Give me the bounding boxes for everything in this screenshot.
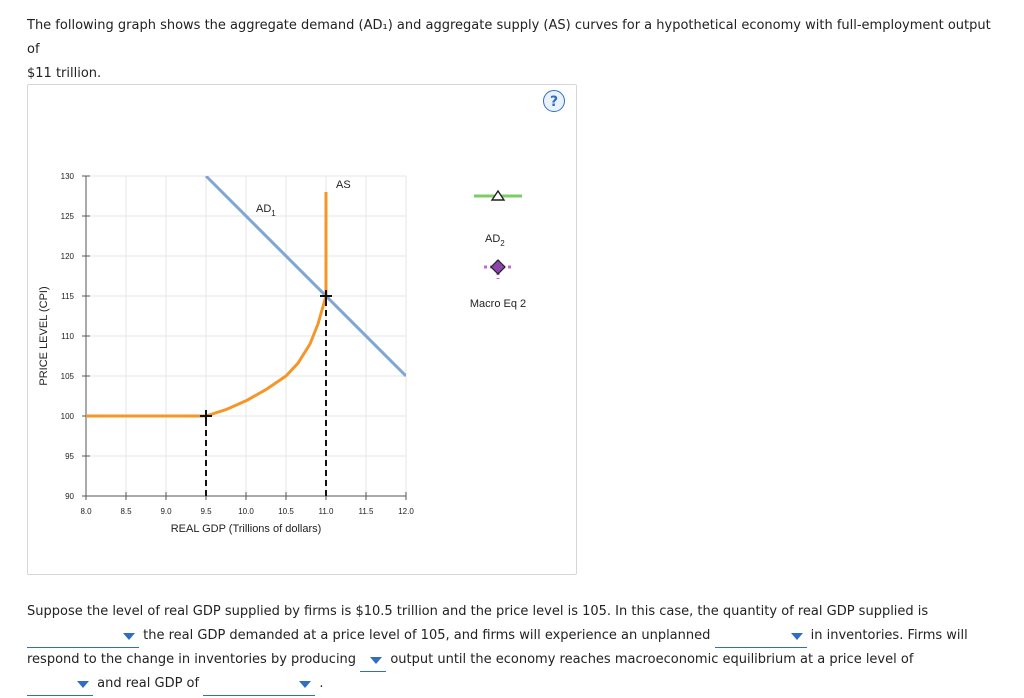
paragraph-seg-2: the real GDP demanded at a price level o… — [143, 628, 711, 643]
paragraph-line-1: Suppose the level of real GDP supplied b… — [27, 600, 928, 624]
y-tick-label: 120 — [61, 252, 75, 261]
x-tick-label: 11.0 — [319, 507, 335, 516]
as-label: AS — [336, 179, 351, 191]
y-tick-label: 130 — [61, 172, 75, 181]
x-axis-label: REAL GDP (Trillions of dollars) — [171, 523, 322, 535]
triangle-marker-icon[interactable] — [490, 189, 506, 201]
y-tick-label: 115 — [61, 292, 74, 301]
plus-marker-icon[interactable] — [200, 410, 212, 422]
y-tick-label: 110 — [61, 332, 74, 341]
dropdown-inventory-change[interactable] — [714, 628, 807, 648]
drop-lines — [205, 296, 327, 496]
x-tick-label: 12.0 — [398, 507, 414, 516]
intro-line-2: $11 trillion. — [27, 66, 102, 81]
as-curve[interactable] — [86, 192, 328, 418]
macro-eq-legend-label: Macro Eq 2 — [470, 298, 526, 310]
x-tick-label: 8.0 — [80, 507, 92, 516]
paragraph-line-4: and real GDP of . — [27, 672, 324, 696]
diamond-marker-icon[interactable] — [490, 259, 506, 275]
intro-line-1: The following graph shows the aggregate … — [27, 18, 991, 57]
paragraph-seg-4: respond to the change in inventories by … — [27, 652, 357, 667]
ad2-label-sub: 2 — [500, 239, 505, 248]
x-tick-label: 9.0 — [160, 507, 172, 516]
x-tick-label: 11.5 — [359, 507, 375, 516]
y-axis-label: PRICE LEVEL (CPI) — [38, 286, 50, 385]
paragraph-seg-7: . — [319, 676, 324, 691]
paragraph-seg-1: Suppose the level of real GDP supplied b… — [27, 604, 929, 619]
ad2-label-main: AD — [485, 233, 500, 245]
y-tick-label: 95 — [65, 452, 74, 461]
y-tick-label: 105 — [61, 372, 75, 381]
ad1-curve[interactable] — [204, 176, 406, 378]
paragraph-line-2: the real GDP demanded at a price level o… — [27, 624, 968, 648]
y-tick-label: 90 — [65, 492, 74, 501]
markers[interactable] — [200, 290, 332, 422]
grid — [85, 175, 407, 497]
dropdown-output-direction[interactable] — [360, 652, 387, 672]
paragraph-seg-5: output until the economy reaches macroec… — [390, 652, 914, 667]
ad1-label: AD1 — [256, 203, 276, 218]
help-button[interactable]: ? — [543, 90, 565, 112]
chevron-down-icon — [123, 633, 135, 640]
chevron-down-icon — [370, 657, 383, 664]
macro-eq-tool[interactable] — [484, 259, 512, 279]
paragraph-seg-6: and real GDP of — [97, 676, 200, 691]
x-tick-label: 10.5 — [278, 507, 294, 516]
question-intro: The following graph shows the aggregate … — [27, 14, 1007, 86]
dropdown-real-gdp[interactable] — [203, 676, 316, 696]
curves — [86, 176, 406, 418]
plus-marker-icon[interactable] — [320, 290, 332, 302]
ad1-label-main: AD — [256, 203, 271, 215]
x-tick-label: 10.0 — [238, 507, 254, 516]
y-tick-label: 125 — [61, 212, 75, 221]
graph-panel — [27, 84, 577, 575]
x-tick-label: 9.5 — [200, 507, 212, 516]
dropdown-price-level[interactable] — [27, 676, 93, 696]
ad2-tool[interactable] — [474, 189, 522, 201]
ad2-legend-label: AD2 — [485, 233, 505, 248]
dropdown-supplied-vs-demanded[interactable] — [27, 628, 139, 648]
tick-labels: 8.0 8.5 9.0 9.5 10.0 10.5 11.0 11.5 12.0 90 95 100 1… — [61, 172, 415, 516]
y-tick-label: 100 — [61, 412, 75, 421]
ad1-label-sub: 1 — [271, 209, 276, 218]
chevron-down-icon — [790, 633, 803, 640]
x-tick-label: 8.5 — [120, 507, 132, 516]
chevron-down-icon — [299, 681, 312, 688]
chevron-down-icon — [77, 681, 89, 688]
paragraph-line-3: respond to the change in inventories by … — [27, 648, 913, 672]
paragraph-seg-3: in inventories. Firms will — [810, 628, 968, 643]
axes — [82, 175, 407, 500]
